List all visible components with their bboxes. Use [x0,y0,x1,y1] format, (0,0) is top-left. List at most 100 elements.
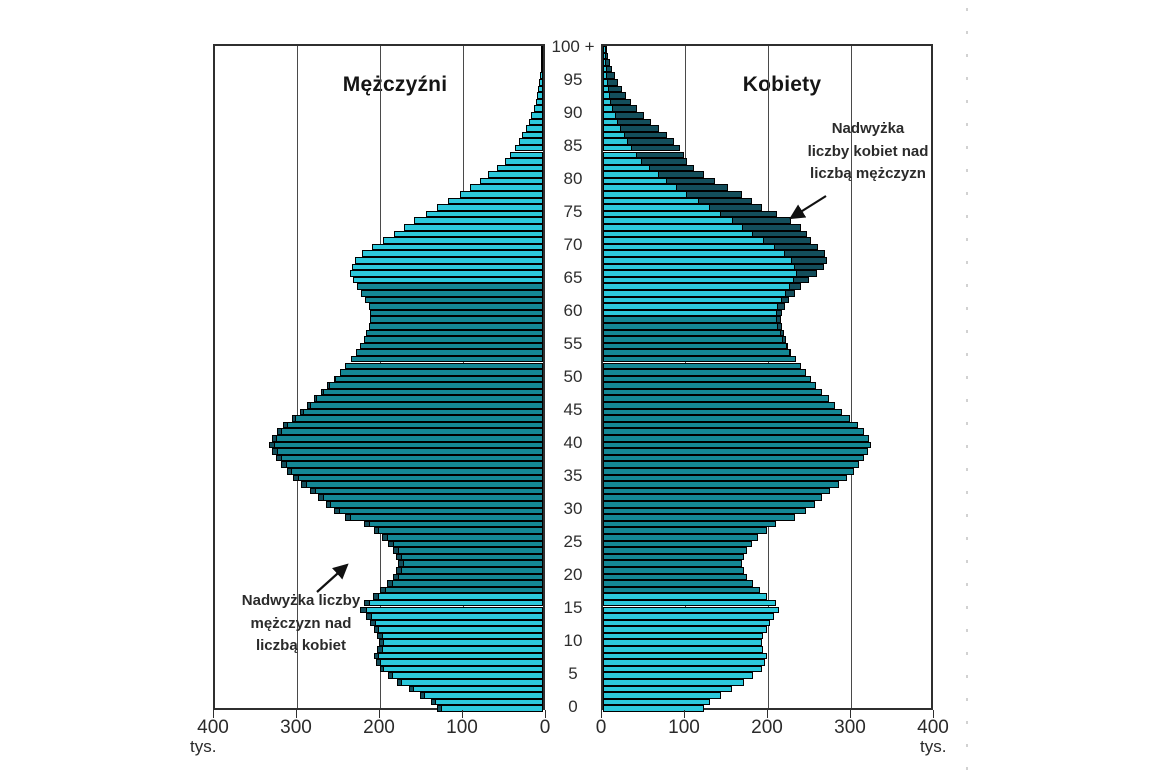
age-tick-85: 85 [563,136,583,156]
sex-excess-tip [373,626,380,633]
sex-excess-tip [333,507,340,515]
bar-men-age-25 [387,540,543,548]
sex-excess-tip [436,705,442,712]
bar-women-age-22 [603,560,743,567]
bar-men-age-17 [372,593,543,600]
bar-men-age-12 [373,626,543,633]
sex-excess-tip [732,217,792,225]
bar-men-age-96 [539,72,543,79]
sex-excess-tip [612,105,638,112]
bar-women-age-92 [603,98,632,106]
sex-excess-tip [307,402,311,409]
sex-excess-tip [614,111,644,119]
x-label-men-0: 0 [539,717,551,738]
sex-excess-tip [788,283,802,290]
bar-men-age-40 [269,441,543,449]
sex-excess-tip [327,382,330,389]
bar-women-age-99 [603,52,608,60]
bar-women-age-57 [603,329,784,337]
bar-women-age-17 [603,593,768,600]
sex-excess-tip [363,520,370,528]
bar-men-age-64 [357,283,543,290]
sex-excess-tip [396,566,402,574]
bar-women-age-47 [603,395,829,403]
bar-men-age-82 [496,164,543,172]
bar-women-age-41 [603,435,869,442]
axis-tick [213,710,214,718]
bar-men-age-31 [325,500,543,508]
bar-women-age-13 [603,619,770,627]
bar-women-age-78 [603,191,742,198]
bar-women-age-63 [603,289,795,297]
bar-women-age-23 [603,553,745,561]
bar-women-age-85 [603,144,681,152]
bar-women-age-26 [603,533,759,541]
age-tick-20: 20 [563,564,583,584]
x-label-men-400: 400 [197,717,229,738]
bar-men-age-81 [488,171,543,178]
sex-excess-tip [291,415,297,422]
age-tick-65: 65 [563,268,583,288]
sex-excess-tip [283,421,289,429]
sex-excess-tip [392,547,399,554]
sex-excess-tip [773,243,818,251]
sex-excess-tip [377,646,383,653]
bar-women-age-64 [603,283,802,290]
sex-excess-tip [709,204,763,211]
bar-men-age-77 [448,197,543,205]
x-label-women-400: 400 [917,717,949,738]
bar-men-age-65 [352,276,543,284]
sex-excess-tip [397,560,404,567]
age-tick-35: 35 [563,465,583,485]
bar-women-age-5 [603,672,754,680]
bar-men-age-94 [538,85,543,93]
sex-excess-tip [309,487,316,495]
bar-women-age-79 [603,184,729,192]
bar-women-age-52 [603,362,801,370]
bar-women-age-4 [603,679,745,686]
sex-excess-tip [378,639,385,647]
bar-women-age-93 [603,92,627,99]
bar-men-age-75 [425,210,543,218]
sex-excess-tip [657,171,705,178]
bar-women-age-21 [603,566,745,574]
x-label-men-300: 300 [280,717,312,738]
bar-men-age-58 [368,322,543,330]
bar-women-age-27 [603,527,767,534]
bar-men-age-87 [522,131,543,139]
bar-women-age-12 [603,626,767,633]
bar-men-age-100 [541,46,543,53]
bar-women-age-37 [603,461,860,468]
age-tick-10: 10 [563,630,583,650]
bar-men-age-74 [413,217,543,225]
bar-men-age-56 [363,336,543,343]
bar-women-age-70 [603,243,818,251]
age-tick-100+: 100 + [551,37,595,57]
bar-women-age-15 [603,606,779,614]
bar-men-age-63 [361,289,543,297]
bar-men-age-48 [320,388,543,396]
age-tick-75: 75 [563,202,583,222]
bar-men-age-66 [350,270,543,277]
bar-men-age-16 [363,599,543,607]
bar-men-age-28 [363,520,543,528]
sex-excess-tip [793,263,824,271]
bar-women-age-67 [603,263,824,271]
bar-women-age-65 [603,276,809,284]
sex-excess-tip [320,388,324,396]
bar-women-age-77 [603,197,752,205]
bar-women-age-6 [603,665,762,673]
sex-excess-tip [775,316,782,323]
bar-women-age-3 [603,685,733,693]
bar-women-age-43 [603,421,858,429]
x-label-men-200: 200 [363,717,395,738]
bar-men-age-19 [386,580,543,587]
bar-men-age-15 [360,606,543,614]
bar-women-age-40 [603,441,872,449]
age-tick-50: 50 [563,367,583,386]
page-edge-dots [966,8,968,770]
bar-men-age-54 [356,349,543,356]
bar-men-age-29 [345,514,543,521]
sex-excess-tip [318,494,324,501]
sex-excess-tip [430,698,436,706]
